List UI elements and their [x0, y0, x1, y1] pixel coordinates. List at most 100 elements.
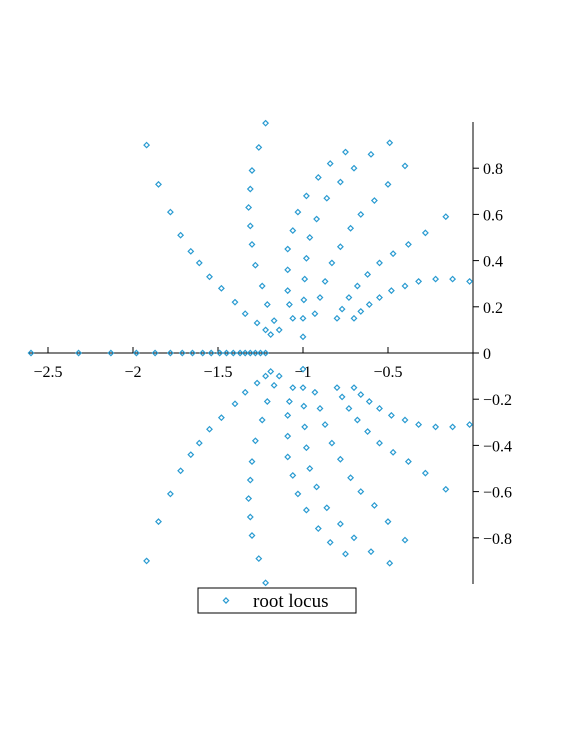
- point: [301, 275, 309, 283]
- point: [342, 550, 349, 558]
- point: [231, 400, 239, 408]
- point: [386, 139, 394, 147]
- point: [248, 458, 256, 466]
- point: [177, 467, 185, 475]
- point: [376, 294, 383, 302]
- point: [367, 150, 375, 158]
- y-tick-label: 0: [483, 346, 491, 363]
- point: [357, 488, 365, 496]
- point: [263, 301, 271, 308]
- point: [284, 411, 292, 419]
- point: [301, 423, 309, 431]
- point: [384, 518, 392, 526]
- point: [316, 294, 324, 302]
- point: [336, 178, 344, 186]
- point: [466, 277, 474, 285]
- point: [299, 314, 307, 322]
- y-tick-label: −0.6: [483, 485, 512, 502]
- y-tick-label: −0.4: [483, 438, 512, 455]
- point: [217, 414, 225, 422]
- point: [387, 287, 395, 295]
- point: [206, 273, 213, 281]
- point: [313, 215, 321, 223]
- point: [314, 173, 322, 181]
- point: [401, 536, 409, 544]
- point: [345, 294, 353, 302]
- point: [338, 305, 346, 313]
- point: [270, 381, 278, 389]
- legend-box: [197, 587, 357, 614]
- point: [364, 428, 372, 435]
- point: [323, 194, 331, 202]
- point: [262, 372, 270, 380]
- point: [223, 349, 230, 357]
- point: [321, 277, 329, 285]
- point: [253, 319, 261, 327]
- point: [313, 483, 321, 491]
- point: [350, 314, 358, 322]
- point: [415, 421, 423, 429]
- point: [275, 326, 283, 334]
- point: [143, 557, 151, 565]
- point: [253, 379, 261, 387]
- point: [270, 317, 278, 325]
- point: [300, 296, 308, 304]
- point: [262, 119, 270, 127]
- point: [401, 282, 409, 290]
- point: [401, 416, 409, 424]
- point: [347, 474, 355, 482]
- point: [246, 513, 254, 521]
- point: [328, 439, 336, 447]
- point: [345, 404, 353, 412]
- point: [350, 384, 358, 392]
- point: [299, 365, 307, 373]
- point: [231, 298, 239, 306]
- point: [299, 384, 307, 392]
- point: [166, 208, 174, 216]
- point: [246, 222, 254, 230]
- point: [442, 485, 450, 493]
- x-tick-label: −0.5: [373, 364, 402, 381]
- point: [258, 282, 266, 290]
- point: [415, 277, 423, 285]
- point: [187, 451, 195, 459]
- point: [350, 164, 358, 172]
- point: [306, 465, 314, 472]
- point: [177, 231, 185, 239]
- point: [246, 349, 254, 357]
- point: [284, 432, 292, 440]
- point: [302, 506, 310, 514]
- point: [384, 180, 392, 188]
- point: [187, 247, 195, 255]
- point: [258, 416, 266, 424]
- point: [284, 453, 292, 461]
- y-tick-label: 0.6: [483, 207, 503, 224]
- point: [155, 180, 162, 188]
- point: [311, 388, 319, 396]
- point: [357, 210, 365, 218]
- legend-label: root locus: [253, 591, 328, 612]
- point: [241, 388, 249, 396]
- point: [289, 227, 297, 235]
- point: [421, 229, 429, 237]
- point: [336, 520, 344, 528]
- point: [299, 333, 307, 341]
- point: [404, 458, 412, 466]
- point: [342, 148, 349, 156]
- point: [289, 384, 297, 392]
- point: [143, 141, 151, 149]
- point: [285, 398, 293, 405]
- point: [321, 421, 329, 429]
- point: [338, 393, 346, 401]
- point: [246, 476, 254, 484]
- point: [255, 555, 263, 563]
- point: [449, 275, 457, 283]
- point: [353, 282, 361, 290]
- point: [311, 310, 319, 318]
- point: [178, 349, 186, 357]
- point: [302, 444, 310, 452]
- point: [404, 240, 412, 248]
- point: [216, 349, 224, 357]
- point: [386, 559, 394, 567]
- y-tick-label: −0.2: [483, 392, 512, 409]
